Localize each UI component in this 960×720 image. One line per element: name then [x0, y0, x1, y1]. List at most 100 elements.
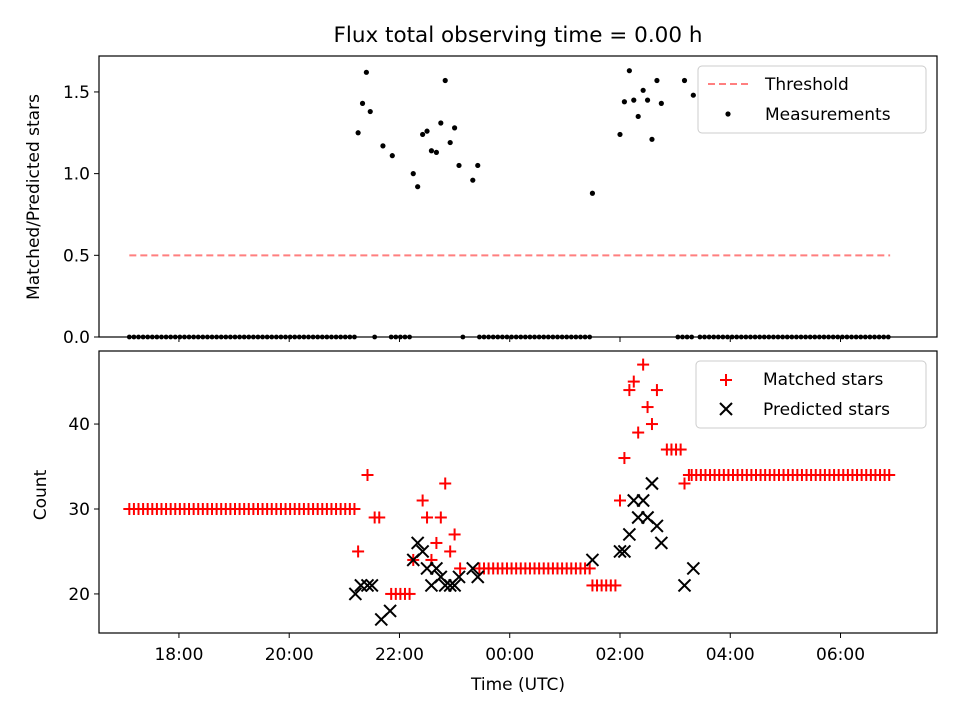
matched-star-marker [439, 477, 452, 490]
predicted-star-marker [452, 570, 466, 584]
measurement-point [410, 171, 416, 177]
legend-measurements-label: Measurements [765, 105, 891, 125]
top-chart-legend: Threshold Measurements [697, 65, 927, 134]
bottom-x-tick-label: 02:00 [595, 645, 644, 665]
matched-star-marker [613, 494, 626, 507]
measurement-point [654, 77, 660, 84]
matched-star-marker [632, 426, 645, 439]
measurement-point [363, 69, 369, 75]
measurement-point [681, 77, 688, 84]
matched-star-marker [637, 358, 650, 371]
top-y-tick-label: 1.0 [63, 165, 90, 185]
matched-star-marker [348, 502, 361, 515]
predicted-star-marker [415, 544, 430, 559]
top-y-tick-label: 0.0 [63, 328, 90, 348]
measurement-point [640, 87, 646, 93]
matched-star-marker [883, 469, 896, 482]
matched-star-marker [403, 587, 416, 600]
predicted-star-marker [617, 544, 632, 559]
matched-star-marker [361, 469, 374, 482]
matched-star-marker [682, 469, 695, 482]
measurement-point [690, 92, 696, 98]
legend-predicted-label: Predicted stars [763, 400, 890, 420]
matched-star-marker [416, 494, 429, 507]
bottom-x-tick-label: 06:00 [816, 645, 865, 665]
predicted-star-marker [636, 493, 650, 508]
predicted-star-marker [429, 561, 444, 576]
bottom-x-tick-label: 18:00 [154, 645, 203, 665]
matched-star-marker [373, 511, 386, 524]
matched-star-marker [421, 511, 434, 524]
legend-predicted-swatch [719, 402, 733, 416]
predicted-star-marker [447, 578, 462, 593]
measurement-point [644, 97, 651, 103]
matched-star-marker [454, 562, 467, 575]
measurement-point [380, 143, 386, 149]
top-chart-y-axis-label: Matched/Predicted stars [24, 94, 44, 300]
measurement-point [428, 148, 435, 154]
matched-star-marker [444, 545, 457, 558]
bottom-chart-frame [98, 350, 938, 634]
matched-star-marker [618, 452, 631, 465]
predicted-star-marker [622, 527, 637, 542]
matched-star-marker [583, 562, 596, 575]
predicted-star-marker [360, 578, 375, 593]
predicted-star-marker [650, 519, 664, 533]
measurement-point [359, 100, 366, 106]
measurement-point [649, 136, 655, 142]
matched-star-marker [434, 511, 447, 524]
bottom-x-tick-label: 20:00 [265, 645, 314, 665]
matched-star-marker [645, 418, 658, 431]
top-y-tick-label: 1.5 [63, 83, 90, 103]
predicted-star-marker [654, 536, 669, 550]
top-chart-plot-area: 0.0 0.5 1.0 1.5 [63, 55, 938, 348]
bottom-y-tick-label: 40 [68, 415, 90, 435]
measurement-point [475, 162, 481, 169]
top-y-tick-label: 0.5 [63, 246, 90, 266]
measurement-point [438, 120, 444, 126]
predicted-star-marker [466, 561, 480, 576]
predicted-star-marker [383, 604, 397, 618]
measurement-point [621, 99, 628, 105]
bottom-x-tick-label: 00:00 [485, 645, 534, 665]
measurement-point [456, 162, 462, 169]
measurement-point [635, 113, 641, 120]
measurement-point [631, 97, 637, 103]
matched-star-marker [674, 443, 687, 456]
predicted-star-marker [471, 570, 485, 584]
predicted-star-marker [686, 561, 701, 576]
bottom-x-tick-label: 22:00 [375, 645, 424, 665]
measurement-point [389, 153, 395, 159]
predicted-star-marker [645, 476, 659, 491]
measurement-point [626, 68, 632, 74]
predicted-star-marker [410, 536, 425, 550]
matched-star-marker [448, 528, 461, 541]
measurement-point [470, 177, 476, 183]
bottom-y-tick-label: 20 [68, 585, 90, 605]
bottom-chart-plot-area: 18:00 20:00 22:00 00:00 02:00 04:00 06:00 20 30 4… [68, 350, 938, 665]
matched-star-marker [650, 384, 663, 397]
predicted-star-marker [585, 553, 600, 567]
measurement-point [415, 184, 421, 190]
legend-matched-label: Matched stars [763, 370, 883, 390]
bottom-y-tick-label: 30 [68, 500, 90, 520]
legend-frame [695, 360, 927, 429]
matched-star-marker [623, 384, 636, 397]
legend-matched-swatch [720, 374, 732, 386]
matched-star-marker [430, 536, 443, 549]
top-chart-title: Flux total observing time = 0.00 h [334, 23, 703, 48]
measurement-point [442, 77, 448, 84]
bottom-chart-legend: Matched stars Predicted stars [695, 360, 927, 429]
measurement-point [355, 130, 361, 136]
matched-star-marker [609, 579, 622, 592]
bottom-x-tick-label: 04:00 [706, 645, 755, 665]
predicted-star-marker [348, 587, 363, 601]
legend-frame [697, 65, 927, 134]
measurement-point [420, 131, 426, 138]
bottom-chart-y-axis-label: Count [31, 469, 51, 520]
top-chart-frame [98, 55, 938, 338]
measurement-point [424, 128, 430, 134]
measurement-point [658, 100, 664, 106]
legend-measurements-swatch [725, 111, 731, 117]
